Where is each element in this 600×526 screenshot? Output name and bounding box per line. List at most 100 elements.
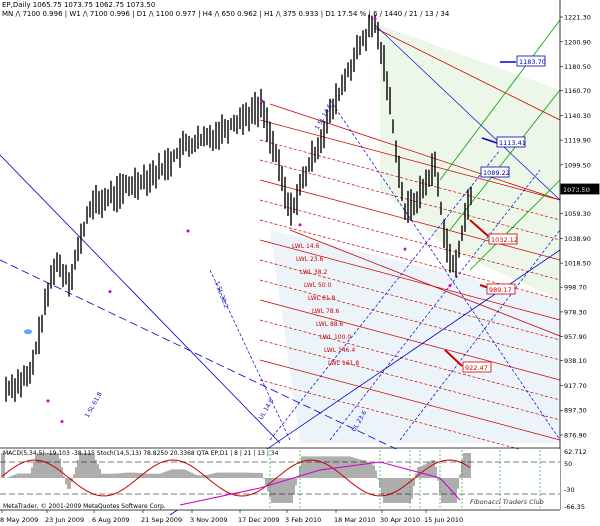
- price-axis-label: 1119.90: [564, 137, 591, 145]
- symbol-info: EP,Daily 1065.75 1073.75 1062.75 1073.50: [2, 1, 156, 9]
- price-target-label: 1183.70: [519, 58, 546, 66]
- price-axis-label: 998.70: [564, 284, 587, 292]
- price-axis-label: 897.30: [564, 407, 587, 415]
- price-target-box: [486, 283, 516, 295]
- price-axis-label: 1059.30: [564, 210, 591, 218]
- price-target-label: 1089.22: [483, 169, 510, 177]
- price-axis-label: 1038.90: [564, 235, 591, 243]
- indicator-axis-label: 50: [564, 460, 572, 468]
- indicator-axis-label: -30: [564, 486, 575, 494]
- target-arrow: [469, 219, 489, 237]
- lwl-level-label: LWL 100.0: [320, 334, 351, 341]
- time-axis-label: 3 Nov 2009: [190, 516, 228, 524]
- price-target-box: [488, 233, 518, 245]
- pitchfork-shade: [380, 25, 560, 300]
- lwl-level-label: LWL 50.0: [304, 282, 332, 289]
- time-axis-label: 30 Apr 2010: [380, 516, 420, 524]
- price-target-box: [516, 55, 546, 67]
- lwl-channel-line: [259, 239, 561, 321]
- lwl-channel-line: [259, 179, 561, 261]
- price-target-box: [480, 166, 510, 178]
- price-target-box: [462, 361, 492, 373]
- lwl-level-label: LWL 78.6: [312, 308, 340, 315]
- lwl-channel-line: [259, 219, 561, 301]
- price-axis-label: 1200.90: [564, 38, 591, 46]
- price-axis-label: 917.70: [564, 382, 587, 390]
- lwl-level-label: LWL 161.8: [328, 360, 359, 367]
- blue-ul-line: [399, 229, 561, 441]
- macd-signal-line: [1, 459, 471, 497]
- price-axis-label: 938.10: [564, 357, 587, 365]
- lwl-level-label: LWL 14.6: [292, 243, 320, 250]
- target-arrow: [481, 137, 498, 144]
- time-axis-label: 17 Dec 2009: [238, 516, 280, 524]
- time-axis-label: 6 Aug 2009: [92, 516, 130, 524]
- lwl-channel-line: [259, 319, 561, 401]
- lwl-level-label: LWL 23.6: [296, 256, 324, 263]
- channel-shade: [270, 230, 560, 443]
- lower-red-channel: [289, 229, 561, 337]
- multi-timeframe-status: MN /\ 7100 0.996 | W1 /\ 7100 0.996 | D1…: [2, 10, 450, 18]
- price-axis-label: 1140.30: [564, 112, 591, 120]
- price-axis-label: 957.90: [564, 333, 587, 341]
- price-target-box: [496, 136, 526, 148]
- indicator-axis-label: 62.712: [564, 448, 587, 456]
- swing-marker: [373, 17, 377, 21]
- price-target-label: 1032.12: [491, 236, 518, 244]
- price-axis-label: 978.30: [564, 308, 587, 316]
- current-price-label: 1073.50: [563, 186, 590, 194]
- blue-ul-line: [269, 149, 501, 441]
- blue-pitchfork-upper: [374, 24, 561, 201]
- time-axis-label: 18 Mar 2010: [334, 516, 375, 524]
- copyright-text: MetaTrader, © 2001-2009 MetaQuotes Softw…: [3, 503, 166, 510]
- lwl-level-label: LWL 88.6: [316, 321, 344, 328]
- swing-marker: [60, 420, 64, 424]
- price-axis-label: 1018.50: [564, 260, 591, 268]
- price-target-label: 1113.41: [499, 139, 526, 147]
- lwl-channel-line: [259, 259, 561, 341]
- swing-marker: [298, 223, 302, 227]
- price-axis-label: 1160.70: [564, 87, 591, 95]
- price-axis-label: 1180.50: [564, 63, 591, 71]
- mid-red-channel: [269, 103, 561, 201]
- price-axis-label: 1221.30: [564, 14, 591, 22]
- stoch-line: [179, 461, 461, 506]
- lwl-level-label: LWL 61.8: [308, 295, 336, 302]
- lwl-channel-line: [259, 119, 561, 201]
- target-arrow: [444, 349, 463, 367]
- blue-sl-line: [209, 269, 291, 441]
- swing-marker: [46, 399, 50, 403]
- price-axis-label: 1099.50: [564, 161, 591, 169]
- blue-pitchfork-median: [329, 99, 561, 441]
- time-axis-label: 3 Feb 2010: [285, 516, 321, 524]
- swing-marker: [403, 247, 407, 251]
- time-axis-label: 23 Jun 2009: [45, 516, 84, 524]
- time-axis-label: 15 Jun 2010: [424, 516, 463, 524]
- indicator-header: MACD(5,34,5) -19.103 -38.115 Stoch(14,5,…: [3, 450, 279, 457]
- watermark-text: Fibonacci Traders Club: [470, 498, 544, 506]
- lwl-channel-line: [259, 279, 561, 361]
- blue-trendline: [0, 154, 281, 444]
- time-axis-label: 21 Sep 2009: [141, 516, 182, 524]
- upper-red-channel: [374, 27, 561, 121]
- green-pitchfork-line: [439, 19, 561, 181]
- blue-dashed-trendline: [0, 259, 441, 471]
- indicator-axis-label: -66.35: [564, 503, 585, 511]
- lwl-channel-line: [259, 359, 561, 441]
- time-axis-label: 8 May 2009: [0, 516, 38, 524]
- swing-marker: [186, 229, 190, 233]
- price-axis-label: 1079.70: [564, 185, 591, 193]
- lwl-level-label: LWL 146.4: [324, 347, 355, 354]
- lwl-channel-line: [259, 379, 561, 461]
- price-target-label: 989.17: [489, 286, 512, 294]
- price-target-label: 922.47: [465, 364, 488, 372]
- signal-marker: [24, 329, 32, 335]
- swing-marker: [448, 284, 452, 288]
- swing-marker: [108, 290, 112, 294]
- price-axis-label: 876.90: [564, 432, 587, 440]
- lwl-channel-line: [259, 159, 561, 241]
- blue-ul-line: [329, 169, 541, 441]
- lwl-level-label: LWL 38.2: [300, 269, 328, 276]
